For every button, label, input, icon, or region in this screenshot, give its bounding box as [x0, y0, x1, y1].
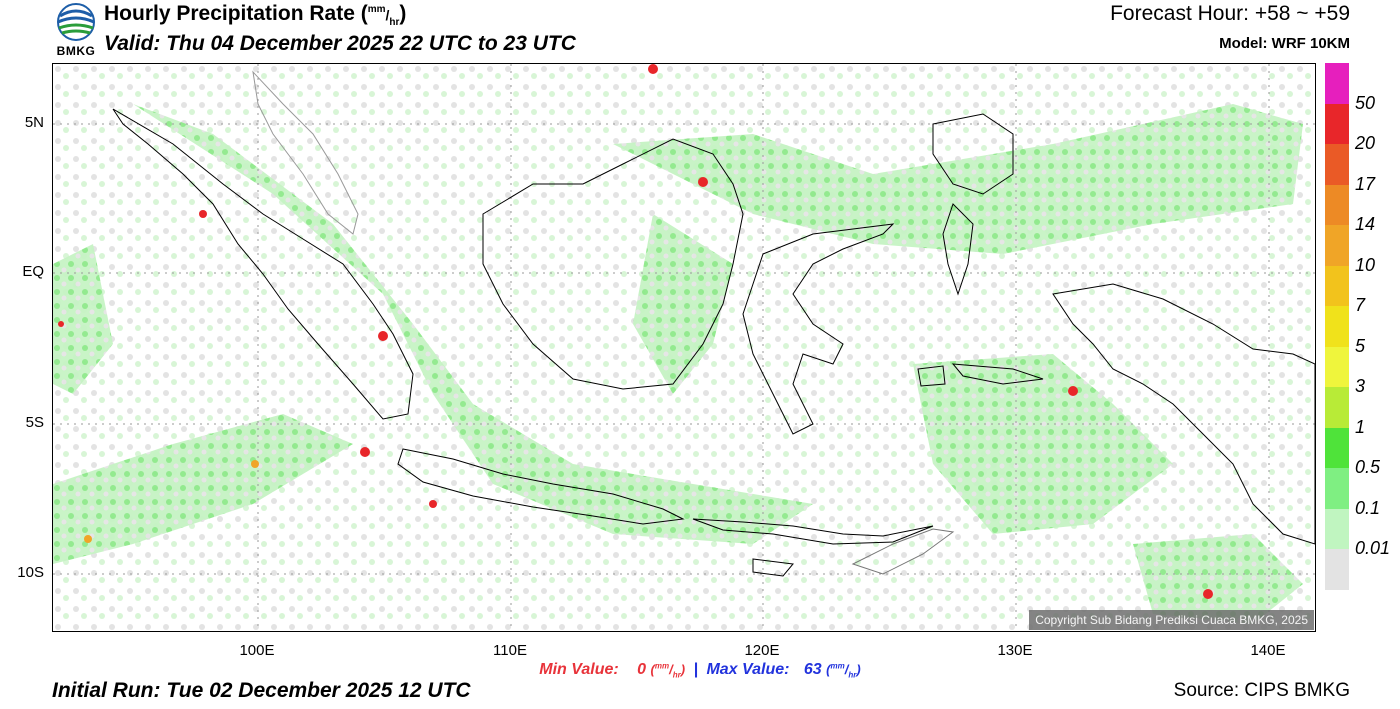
legend-level-label: 14 [1355, 214, 1376, 235]
seram-outline [951, 363, 1044, 385]
legend-swatch [1325, 427, 1349, 469]
legend-level-label: 3 [1355, 376, 1366, 397]
legend-level-label: 7 [1355, 295, 1366, 316]
bmkg-emblem-icon [57, 3, 95, 41]
title-unit-denominator: hr [389, 17, 400, 29]
rain-fields [53, 104, 1303, 624]
legend-swatch [1325, 225, 1349, 267]
source-credit: Source: CIPS BMKG [1173, 680, 1350, 701]
logo-text: BMKG [56, 44, 96, 58]
legend-swatch [1325, 144, 1349, 186]
min-label: Min Value: [539, 661, 619, 678]
legend-level-label: 0.5 [1355, 457, 1381, 478]
intense-cells [58, 64, 1213, 599]
sulawesi-outline [742, 223, 895, 435]
bmkg-logo: BMKG [52, 2, 100, 60]
legend-level-label: 50 [1355, 92, 1376, 113]
legend-swatch [1325, 549, 1349, 591]
map-canvas [53, 64, 1315, 631]
stats-separator: | [693, 661, 698, 678]
timor-outline [851, 528, 955, 575]
legend-swatch [1325, 306, 1349, 348]
max-value: 63 [803, 661, 822, 678]
lon-label-140e: 140E [1250, 642, 1286, 659]
graticule [53, 64, 1315, 631]
title-unit-numerator: mm [367, 4, 386, 15]
lon-label-130e: 130E [997, 642, 1033, 659]
min-unit-num: mm [654, 661, 670, 671]
title-close: ) [399, 2, 407, 25]
legend-level-label: 0.1 [1355, 497, 1381, 518]
sumatra-outline [112, 108, 414, 420]
legend-level-label: 17 [1355, 173, 1376, 194]
precipitation-map: Copyright Sub Bidang Prediksi Cuaca BMKG… [52, 63, 1316, 632]
max-unit-den: hr [848, 670, 857, 680]
peninsula-outline [252, 70, 359, 235]
lat-label-eq: EQ [22, 263, 44, 280]
min-unit-den: hr [672, 670, 681, 680]
legend-swatch [1325, 346, 1349, 388]
legend-swatch [1325, 63, 1349, 105]
mindanao-outline [932, 113, 1014, 195]
java-outline [397, 448, 685, 525]
legend-level-label: 5 [1355, 335, 1366, 356]
sumba-outline [752, 558, 794, 577]
max-unit-num: mm [830, 661, 845, 671]
buru-outline [917, 365, 946, 387]
legend-swatch [1325, 184, 1349, 226]
lat-label-5s: 5S [25, 414, 44, 431]
lon-label-110e: 110E [493, 642, 527, 659]
nusa-tenggara-outline [692, 518, 934, 545]
chart-title: Hourly Precipitation Rate (mm/hr) [104, 2, 407, 29]
color-legend [1325, 63, 1349, 591]
legend-level-label: 20 [1355, 133, 1376, 154]
valid-time: Valid: Thu 04 December 2025 22 UTC to 23… [104, 32, 576, 55]
lat-label-5n: 5N [24, 114, 44, 131]
papua-outline [1052, 283, 1315, 545]
legend-level-label: 1 [1355, 416, 1366, 437]
copyright-notice: Copyright Sub Bidang Prediksi Cuaca BMKG… [1029, 610, 1314, 630]
lon-label-120e: 120E [744, 642, 780, 659]
max-label: Max Value: [706, 661, 790, 678]
legend-swatch [1325, 468, 1349, 510]
legend-swatch [1325, 103, 1349, 145]
min-max-stats: Min Value: 0 (mm/hr) | Max Value: 63 (mm… [539, 661, 861, 680]
forecast-hour: Forecast Hour: +58 ~ +59 [1110, 2, 1350, 25]
legend-swatch [1325, 387, 1349, 429]
legend-level-label: 0.01 [1355, 538, 1391, 559]
legend-swatch [1325, 265, 1349, 307]
lon-label-100e: 100E [239, 642, 275, 659]
coastlines [112, 70, 1315, 577]
halmahera-outline [942, 203, 974, 296]
initial-run: Initial Run: Tue 02 December 2025 12 UTC [52, 679, 471, 702]
min-value: 0 [637, 661, 647, 678]
title-text: Hourly Precipitation Rate ( [104, 2, 368, 25]
lat-label-10s: 10S [17, 564, 44, 581]
borneo-outline [482, 138, 744, 390]
legend-level-label: 10 [1355, 254, 1376, 275]
legend-swatch [1325, 508, 1349, 550]
model-name: Model: WRF 10KM [1219, 35, 1350, 52]
